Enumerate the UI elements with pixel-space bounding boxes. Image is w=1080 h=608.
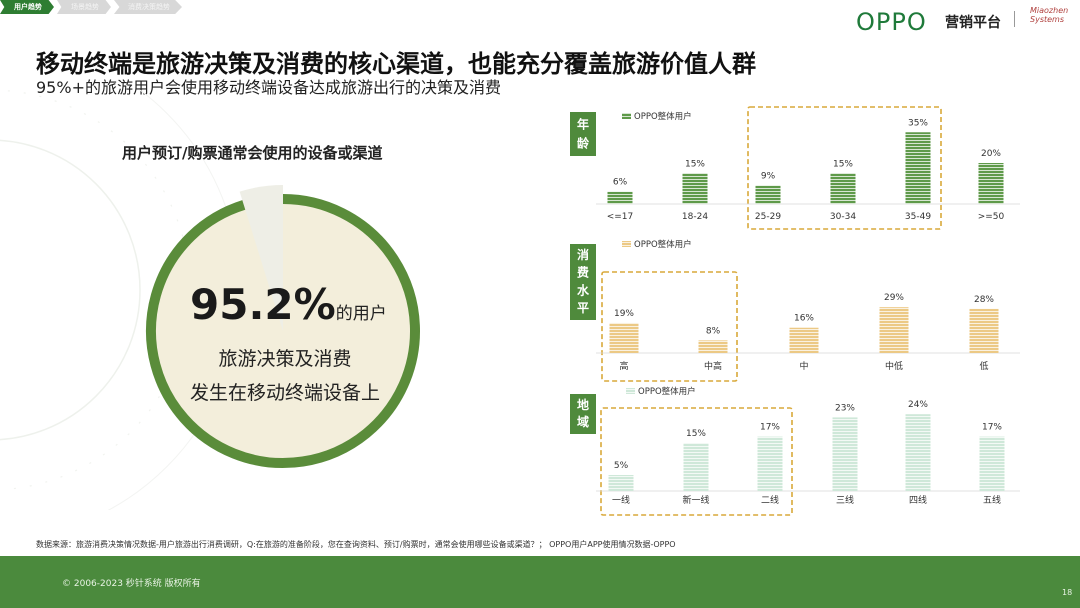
bar-value-label: 5%	[614, 461, 629, 471]
question-label: 用户预订/购票通常会使用的设备或渠道	[122, 144, 383, 162]
footer-bar	[0, 556, 1080, 608]
panel-label-char: 消	[577, 247, 589, 262]
bar	[969, 308, 999, 353]
bar	[979, 436, 1005, 491]
category-tick-label: 高	[619, 360, 628, 372]
bar-value-label: 29%	[884, 293, 904, 303]
bar	[978, 163, 1004, 204]
bar-value-label: 15%	[685, 159, 705, 169]
bar	[832, 417, 858, 491]
bar	[609, 322, 639, 353]
stat-unit: 的用户	[335, 304, 387, 324]
panel-label-char: 域	[577, 414, 589, 429]
stat-ring	[146, 185, 420, 468]
bar	[830, 173, 856, 204]
stat-line-2: 发生在移动终端设备上	[189, 382, 380, 404]
bar-value-label: 19%	[614, 309, 634, 319]
bar	[879, 307, 909, 353]
legend-swatch	[626, 388, 635, 394]
panel-label-tab	[570, 394, 596, 434]
bar	[608, 475, 634, 491]
legend-label: OPPO整体用户	[634, 239, 692, 250]
platform-label: 营销平台	[945, 15, 1001, 31]
category-tick-label: 三线	[836, 494, 854, 506]
category-tick-label: 四线	[909, 494, 927, 506]
panel-label-char: 平	[577, 301, 589, 315]
bar-value-label: 17%	[982, 423, 1002, 433]
bar-value-label: 15%	[686, 429, 706, 439]
oppo-logo: OPPO	[856, 8, 927, 36]
panel-label-tab	[570, 244, 596, 320]
nav-tab-user-trend[interactable]: 用户趋势	[0, 0, 54, 14]
legend-label: OPPO整体用户	[634, 111, 692, 122]
bar	[698, 340, 728, 353]
nav-tab-scene-trend[interactable]: 场景趋势	[57, 0, 111, 14]
stat-line-1: 旅游决策及消费	[218, 348, 352, 370]
legend-label: OPPO整体用户	[638, 386, 696, 397]
page-title: 移动终端是旅游决策及消费的核心渠道，也能充分覆盖旅游价值人群	[36, 50, 756, 78]
category-tick-label: 五线	[983, 494, 1001, 506]
panel-label-char: 水	[577, 282, 590, 297]
bar-value-label: 23%	[835, 403, 855, 413]
bar	[757, 436, 783, 491]
bar-value-label: 6%	[613, 178, 628, 188]
panel-label-char: 地	[577, 397, 589, 412]
data-source-note: 数据来源：旅游消费决策情况数据-用户旅游出行消费调研，Q:在旅游的准备阶段，您在…	[36, 540, 676, 549]
bar-value-label: 15%	[833, 159, 853, 169]
panel-label-char: 龄	[577, 135, 590, 150]
bar	[789, 327, 819, 353]
legend-swatch	[622, 241, 631, 247]
panel-label-char: 费	[577, 265, 589, 280]
highlight-box	[601, 271, 738, 382]
category-tick-label: 18-24	[682, 212, 708, 222]
category-tick-label: >=50	[978, 212, 1005, 222]
bar-value-label: 16%	[794, 314, 814, 324]
category-tick-label: 35-49	[905, 212, 931, 222]
copyright: © 2006-2023 秒针系统 版权所有	[62, 579, 201, 589]
bar	[755, 185, 781, 204]
category-tick-label: 中低	[885, 360, 903, 372]
category-tick-label: <=17	[607, 212, 634, 222]
highlight-box	[747, 106, 942, 230]
category-tick-label: 二线	[761, 494, 779, 506]
bar-value-label: 28%	[974, 295, 994, 305]
header-divider	[1014, 11, 1015, 27]
bar-value-label: 8%	[706, 326, 721, 336]
bar-value-label: 20%	[981, 149, 1001, 159]
panel-label-tab	[570, 112, 596, 156]
category-tick-label: 中	[799, 360, 808, 372]
section-nav: 用户趋势 场景趋势 消费决策趋势	[0, 0, 185, 14]
page-subtitle: 95%+的旅游用户会使用移动终端设备达成旅游出行的决策及消费	[36, 78, 501, 97]
bar-value-label: 35%	[908, 118, 928, 128]
bar	[905, 414, 931, 491]
category-tick-label: 25-29	[755, 212, 781, 222]
ring-remainder-wedge	[239, 185, 283, 331]
highlight-box	[600, 407, 793, 516]
bar-value-label: 17%	[760, 423, 780, 433]
category-tick-label: 中高	[704, 360, 722, 372]
bar-charts: 年龄 OPPO整体用户 6% <=17 15% 18-24 9% 25-29 15% 30-34 3…	[570, 106, 1020, 516]
bar	[905, 132, 931, 204]
category-tick-label: 一线	[612, 494, 630, 506]
category-tick-label: 低	[979, 360, 988, 372]
page-number: 18	[1062, 588, 1073, 597]
bar-value-label: 24%	[908, 400, 928, 410]
bar	[607, 191, 633, 204]
bar-value-label: 9%	[761, 172, 776, 182]
miaozhen-logo: Miaozhen Systems	[1030, 6, 1069, 24]
big-stat: 95.2%的用户	[190, 280, 387, 329]
stat-value: 95.2%	[190, 280, 336, 329]
ring-progress-arc	[146, 194, 420, 468]
category-tick-label: 新一线	[682, 494, 709, 506]
nav-tab-decision-trend[interactable]: 消费决策趋势	[114, 0, 182, 14]
panel-label-char: 年	[577, 116, 589, 131]
legend-swatch	[622, 113, 631, 119]
category-tick-label: 30-34	[830, 212, 856, 222]
bar	[683, 443, 709, 491]
bar	[682, 173, 708, 204]
